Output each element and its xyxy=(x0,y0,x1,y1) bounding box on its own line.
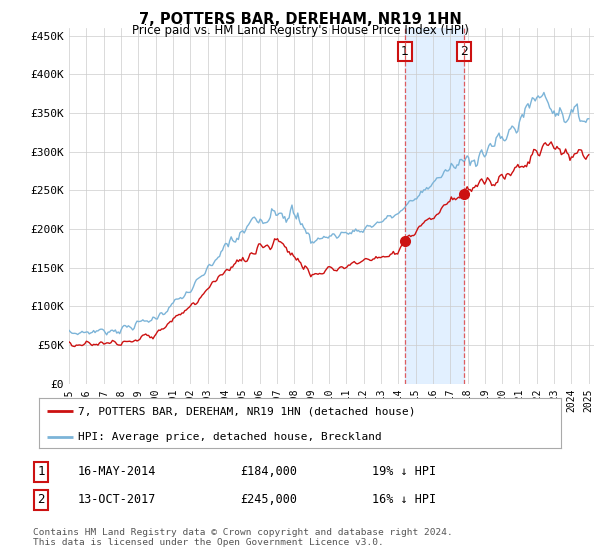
Text: 19% ↓ HPI: 19% ↓ HPI xyxy=(372,465,436,478)
Text: Price paid vs. HM Land Registry's House Price Index (HPI): Price paid vs. HM Land Registry's House … xyxy=(131,24,469,36)
Text: 16% ↓ HPI: 16% ↓ HPI xyxy=(372,493,436,506)
Text: £245,000: £245,000 xyxy=(240,493,297,506)
Text: HPI: Average price, detached house, Breckland: HPI: Average price, detached house, Brec… xyxy=(78,432,382,442)
Text: 2: 2 xyxy=(37,493,44,506)
Text: 2: 2 xyxy=(460,45,468,58)
Text: 13-OCT-2017: 13-OCT-2017 xyxy=(78,493,157,506)
Text: Contains HM Land Registry data © Crown copyright and database right 2024.
This d: Contains HM Land Registry data © Crown c… xyxy=(33,528,453,547)
Text: 7, POTTERS BAR, DEREHAM, NR19 1HN (detached house): 7, POTTERS BAR, DEREHAM, NR19 1HN (detac… xyxy=(78,406,416,416)
Text: £184,000: £184,000 xyxy=(240,465,297,478)
Text: 7, POTTERS BAR, DEREHAM, NR19 1HN: 7, POTTERS BAR, DEREHAM, NR19 1HN xyxy=(139,12,461,27)
Text: 16-MAY-2014: 16-MAY-2014 xyxy=(78,465,157,478)
Text: 1: 1 xyxy=(401,45,409,58)
Text: 1: 1 xyxy=(37,465,44,478)
Bar xyxy=(405,28,464,384)
